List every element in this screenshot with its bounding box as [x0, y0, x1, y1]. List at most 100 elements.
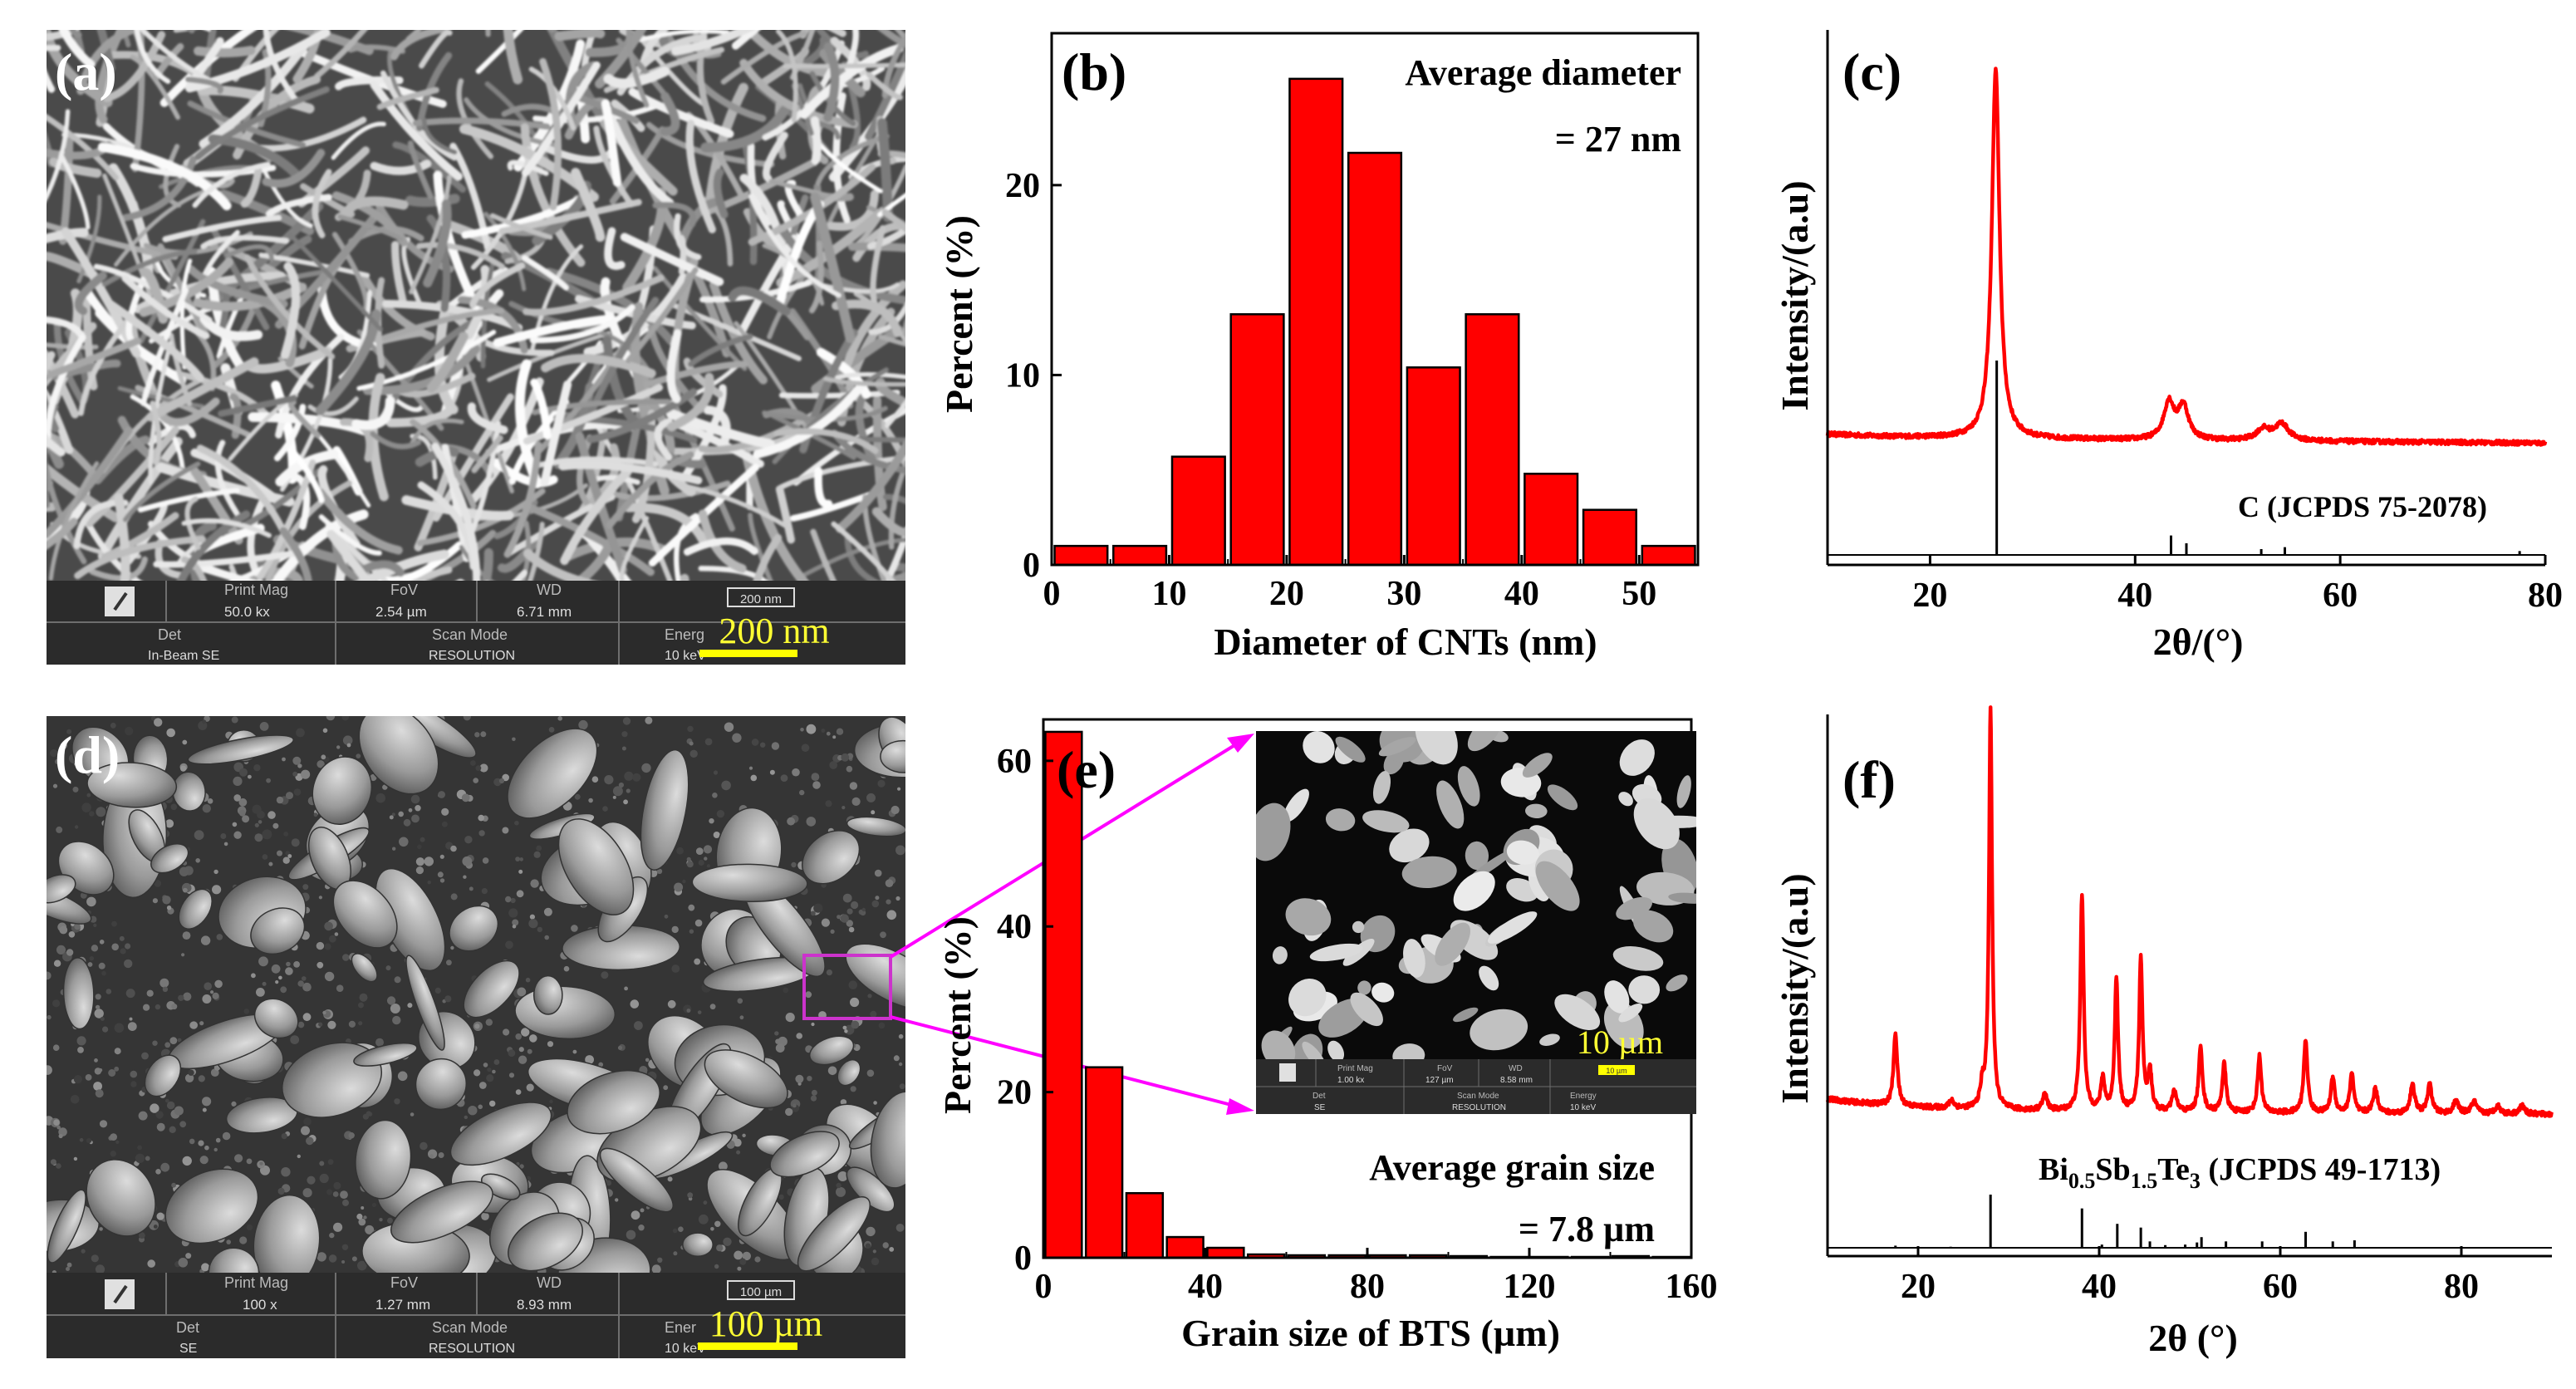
sem-a-fiber	[762, 405, 888, 422]
sem-d-particle	[651, 1264, 661, 1273]
sem-d-particle	[664, 914, 669, 919]
sem-a-fiber	[604, 227, 626, 270]
sem-a-fiber	[47, 434, 66, 457]
sem-d-particle	[110, 722, 116, 729]
sem-a-fiber	[153, 549, 301, 568]
sem-d-particle	[791, 861, 797, 868]
sem-d-particle	[674, 882, 684, 892]
sem-d-particle	[204, 1145, 209, 1151]
sem-a-fiber	[405, 566, 453, 581]
sem-a-fiber	[335, 76, 404, 91]
sem-d-particle	[848, 926, 855, 933]
sem-d-particle	[56, 826, 63, 833]
sem-d-particle	[694, 958, 701, 965]
sem-d-grain	[870, 1091, 905, 1189]
sem-a-fiber	[419, 30, 453, 69]
sem-d-particle	[96, 807, 106, 817]
sem-a-fiber	[529, 304, 635, 344]
sem-d-particle	[266, 778, 271, 783]
sem-a-fiber	[459, 545, 494, 581]
chart-c-xtick-label: 40	[2117, 577, 2152, 615]
sem-d-particle	[585, 1055, 594, 1064]
sem-a-fiber	[150, 400, 162, 466]
sem-a-fiber	[871, 507, 905, 537]
sem-a-fiber	[173, 30, 194, 33]
sem-d-particle	[682, 879, 686, 884]
sem-d-grain	[507, 728, 598, 819]
sem-a-fiber	[86, 426, 179, 528]
sem-d-particle	[94, 1058, 98, 1063]
sem-d-particle	[694, 919, 703, 927]
sem-a-fiber	[881, 209, 905, 233]
chart-b-bar	[1347, 151, 1403, 567]
sem-a-fiber	[146, 357, 259, 422]
sem-d-scalebar-small-label: 100 µm	[740, 1285, 782, 1299]
sem-d-particle	[56, 1163, 61, 1169]
sem-d-particle	[204, 982, 212, 990]
sem-d-particle	[724, 722, 734, 732]
sem-d-particle	[114, 1023, 125, 1033]
sem-d-particle	[177, 1038, 182, 1043]
sem-d-particle	[351, 1256, 357, 1262]
sem-d-particle	[783, 987, 789, 994]
sem-d-particle	[895, 896, 900, 901]
sem-d-particle	[81, 802, 91, 812]
sem-inset-grain	[1547, 784, 1578, 811]
sem-d-energy: 10 keV	[665, 1342, 706, 1356]
sem-d-grain	[567, 1069, 660, 1135]
sem-d-particle	[146, 989, 154, 997]
sem-d-particle	[202, 994, 212, 1004]
sem-d-particle	[411, 814, 420, 823]
sem-a-fiber	[271, 509, 369, 581]
sem-d-particle	[829, 761, 838, 769]
panel-label-e: (e)	[1057, 740, 1116, 799]
sem-a-fiber	[287, 232, 384, 332]
sem-a-fiber	[503, 30, 523, 85]
sem-d-particle	[871, 1257, 880, 1266]
sem-d-scalebar-small-frame	[727, 1280, 795, 1300]
sem-a-fiber	[929, 423, 934, 567]
sem-d-particle	[392, 1015, 401, 1025]
sem-d-particle	[389, 815, 394, 820]
sem-a-fiber	[225, 244, 274, 263]
sem-d-energy-label: Ener	[665, 1319, 696, 1336]
sem-a-scalebar-small-label: 200 nm	[740, 592, 782, 606]
sem-inset-grain	[1261, 1030, 1296, 1059]
sem-d-grain	[250, 907, 306, 955]
sem-panel-d: (d) Print Mag 100 x FoV 1.27 mm WD 8.93 …	[47, 716, 905, 1358]
sem-d-particle	[99, 940, 105, 945]
sem-d-particle	[399, 837, 409, 847]
sem-a-fiber	[273, 404, 307, 462]
chart-b-xtick-label: 30	[1386, 575, 1421, 613]
sem-d-particle	[199, 1021, 204, 1026]
sem-d-particle	[634, 1021, 643, 1030]
sem-a-fiber	[543, 0, 606, 17]
sem-d-particle	[645, 1058, 650, 1063]
sem-d-particle	[482, 857, 489, 864]
sem-a-fiber	[467, 402, 508, 434]
sem-d-particle	[898, 1033, 904, 1039]
sem-d-particle	[358, 1002, 364, 1009]
sem-d-particle	[837, 1171, 848, 1181]
sem-d-particle	[408, 807, 413, 812]
sem-d-particle	[407, 1003, 413, 1009]
sem-d-particle	[475, 765, 482, 771]
sem-inset-grain	[1288, 978, 1327, 1017]
sem-inset-grain	[1666, 974, 1688, 992]
sem-d-particle	[180, 765, 187, 772]
sem-d-particle	[306, 1136, 314, 1146]
sem-d-particle	[606, 1180, 612, 1186]
sem-a-fiber	[416, 242, 505, 270]
sem-inset-grain	[1676, 775, 1691, 808]
sem-d-particle	[481, 1212, 489, 1220]
sem-a-fiber	[59, 153, 91, 230]
sem-a-fiber	[157, 243, 210, 339]
sem-d-particle	[256, 988, 265, 997]
sem-inset-grain	[1633, 798, 1680, 850]
sem-d-particle	[667, 1176, 673, 1182]
sem-d-particle	[486, 1074, 494, 1082]
sem-d-particle	[427, 881, 431, 885]
chart-c-ylabel: Intensity/(a.u)	[1774, 180, 1816, 410]
sem-a-fiber	[748, 194, 841, 298]
sem-d-particle	[154, 880, 162, 887]
